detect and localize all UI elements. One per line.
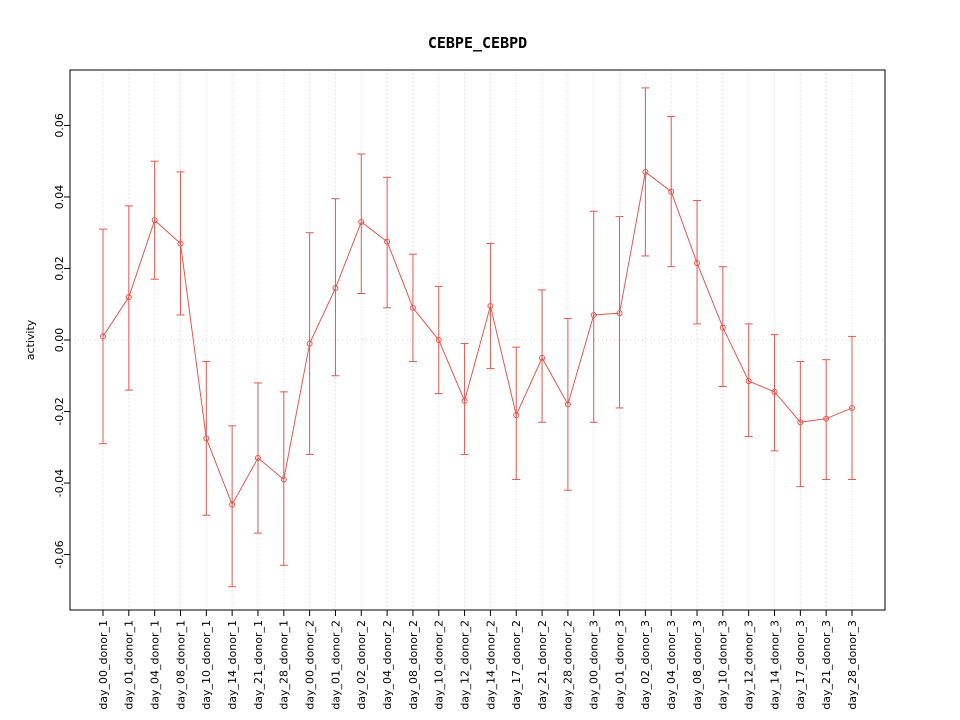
data-point: [435, 337, 442, 343]
x-tick-label: day_21_donor_1: [252, 620, 265, 710]
data-point: [280, 476, 287, 483]
x-tick-label: day_00_donor_3: [588, 620, 601, 710]
data-point: [590, 311, 597, 318]
x-tick-label: day_02_donor_3: [639, 620, 652, 710]
data-point: [461, 397, 468, 404]
data-point: [306, 340, 313, 347]
gridlines: [102, 70, 853, 610]
data-point: [849, 404, 855, 411]
x-axis: day_00_donor_1 day_01_donor_1 day_04_donor…: [97, 610, 859, 710]
x-tick-label: day_17_donor_2: [510, 620, 523, 710]
data-point: [616, 310, 623, 317]
chart-title: CEBPE_CEBPD: [427, 34, 528, 52]
data-point: [823, 415, 830, 422]
series-line: [102, 171, 853, 506]
data-point: [797, 419, 804, 426]
x-tick-label: day_17_donor_3: [794, 620, 807, 710]
data-point: [694, 260, 701, 267]
data-point: [125, 294, 132, 301]
data-point: [151, 217, 158, 224]
x-tick-label: day_08_donor_2: [407, 620, 420, 710]
data-point: [745, 378, 752, 385]
data-point: [719, 324, 726, 331]
data-point: [229, 501, 236, 508]
data-point: [358, 218, 365, 225]
data-point: [771, 388, 778, 395]
data-point: [642, 168, 649, 175]
error-bars: [99, 87, 856, 588]
x-tick-label: day_00_donor_1: [97, 620, 110, 710]
data-points: [100, 168, 855, 508]
data-point: [100, 333, 106, 340]
data-point: [487, 303, 494, 310]
y-tick-label: -0.06: [53, 540, 66, 568]
x-tick-label: day_12_donor_3: [743, 620, 756, 710]
x-tick-label: day_28_donor_1: [278, 620, 291, 710]
x-tick-label: day_21_donor_3: [820, 620, 833, 710]
data-point: [513, 412, 520, 419]
y-tick-label: 0.06: [53, 113, 66, 138]
data-point: [384, 238, 391, 245]
x-tick-label: day_01_donor_3: [613, 620, 626, 710]
x-tick-label: day_01_donor_1: [123, 620, 136, 710]
data-point: [254, 455, 261, 462]
x-tick-label: day_12_donor_2: [458, 620, 471, 710]
data-point: [564, 401, 571, 408]
y-axis-title: activity: [24, 319, 37, 360]
x-tick-label: day_04_donor_3: [665, 620, 678, 710]
y-tick-label: 0.04: [53, 185, 66, 210]
x-tick-label: day_10_donor_2: [433, 620, 446, 710]
x-tick-label: day_21_donor_2: [536, 620, 549, 710]
data-point: [409, 304, 416, 311]
x-tick-label: day_28_donor_2: [562, 620, 575, 710]
data-point: [539, 354, 546, 361]
x-tick-label: day_08_donor_3: [691, 620, 704, 710]
x-tick-label: day_04_donor_1: [149, 620, 162, 710]
x-tick-label: day_14_donor_1: [226, 620, 239, 710]
x-tick-label: day_14_donor_2: [484, 620, 497, 710]
x-tick-label: day_02_donor_2: [355, 620, 368, 710]
x-tick-label: day_10_donor_1: [200, 620, 213, 710]
data-point: [332, 285, 339, 292]
x-tick-label: day_08_donor_1: [174, 620, 187, 710]
x-tick-label: day_00_donor_2: [303, 620, 316, 710]
x-tick-label: day_28_donor_3: [846, 620, 859, 710]
data-point: [177, 240, 184, 247]
x-tick-label: day_01_donor_2: [329, 620, 342, 710]
y-tick-label: -0.04: [53, 469, 66, 497]
x-tick-label: day_04_donor_2: [381, 620, 394, 710]
x-tick-label: day_10_donor_3: [717, 620, 730, 710]
data-point: [203, 435, 210, 442]
x-tick-label: day_14_donor_3: [768, 620, 781, 710]
y-axis: -0.06 -0.04 -0.02 0.00 0.02 0.04 0.06: [53, 113, 70, 569]
y-tick-label: 0.02: [53, 256, 66, 281]
y-tick-label: -0.02: [53, 397, 66, 425]
data-point: [668, 188, 675, 195]
y-tick-label: 0.00: [53, 328, 66, 353]
